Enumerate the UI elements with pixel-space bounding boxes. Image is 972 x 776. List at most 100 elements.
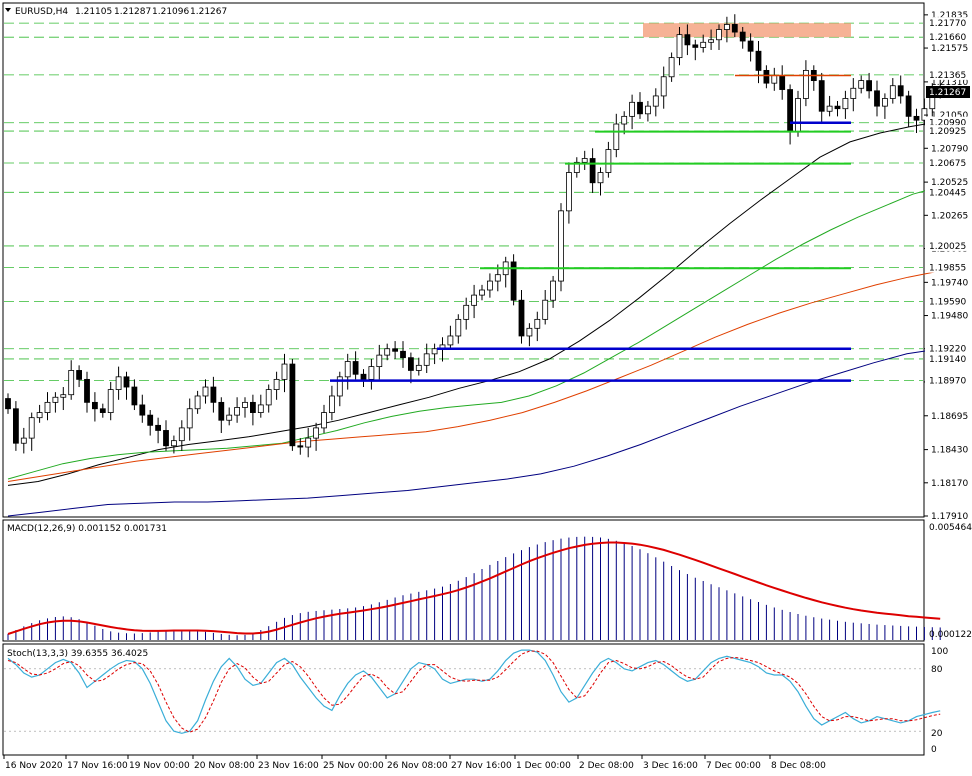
candle: [336, 371, 343, 407]
level-label-bg: [925, 156, 971, 168]
candle: [486, 273, 493, 298]
candle-body-bear: [400, 350, 406, 359]
stoch-plot: [4, 649, 941, 734]
candle: [249, 394, 256, 426]
candle-body-bear: [218, 401, 225, 421]
candle-body-bull: [107, 389, 114, 413]
candle: [676, 26, 683, 66]
stoch-main-line: [7, 649, 941, 734]
candle-body-bull: [605, 149, 612, 173]
candle-body-bull: [660, 76, 667, 97]
candle: [5, 393, 11, 414]
candle: [352, 351, 359, 380]
candle: [170, 435, 177, 454]
candle-body-bull: [36, 412, 43, 419]
candle-body-bear: [739, 31, 746, 42]
candle: [518, 290, 525, 344]
candle-body-bull: [597, 172, 604, 184]
stoch-header: Stoch(13,3,3) 39.6355 36.4025: [7, 649, 148, 659]
candle-body-bear: [139, 404, 146, 416]
level-label-bg: [925, 116, 971, 128]
candle: [115, 366, 122, 400]
stoch-signal-line: [7, 650, 941, 733]
candle: [747, 33, 754, 62]
candle-body-bull: [368, 366, 375, 380]
candle-body-bull: [573, 161, 580, 173]
candle: [882, 93, 888, 119]
candle: [463, 297, 470, 330]
candle-body-bear: [99, 408, 106, 413]
price-tick-label: 1.19480: [931, 312, 968, 322]
candle: [194, 390, 201, 414]
candle-body-bear: [131, 386, 138, 406]
price-tick-label: 1.21310: [931, 78, 968, 88]
candle-body-bull: [534, 318, 541, 329]
candle-body-bear: [747, 40, 754, 52]
candle-body-bull: [700, 41, 707, 48]
candle: [921, 98, 928, 126]
candle: [613, 113, 620, 158]
candle: [850, 78, 857, 112]
candle-body-bull: [336, 376, 343, 397]
candle-body-bull: [226, 414, 233, 421]
price-tick-label: 1.21575: [931, 44, 968, 54]
candle: [147, 410, 154, 436]
candle-body-bear: [249, 401, 256, 413]
candle: [92, 392, 98, 422]
candle: [637, 92, 643, 119]
price-tick-label: 1.20265: [931, 211, 968, 221]
level-label-bg: [925, 295, 971, 307]
candle: [716, 24, 722, 50]
stoch-tick-20: 20: [931, 729, 943, 739]
candle-body-bull: [234, 407, 241, 416]
close-value: 1.21267: [190, 7, 227, 17]
level-price-label: 1.18970: [929, 377, 966, 387]
candle: [257, 394, 264, 418]
candle-body-bear: [92, 401, 98, 410]
time-tick-label: 19 Nov 00:00: [129, 761, 190, 771]
price-panel-frame: [2, 2, 925, 518]
level-price-label: 1.20675: [929, 159, 966, 169]
candle: [186, 398, 193, 441]
candle-body-bear: [84, 378, 90, 403]
candle: [447, 325, 454, 351]
candle-body-bear: [360, 373, 367, 380]
candle-body-bear: [818, 80, 825, 112]
level-price-label: 1.20990: [929, 119, 966, 129]
candle-body-bear: [392, 348, 399, 352]
candle-body-bull: [889, 85, 896, 99]
macd-signal-line: [7, 541, 941, 635]
candle: [273, 371, 280, 400]
time-tick-label: 20 Nov 08:00: [194, 761, 255, 771]
candle-body-bull: [321, 412, 327, 429]
candle: [724, 16, 730, 43]
dropdown-triangle-icon[interactable]: [5, 8, 11, 12]
candle: [423, 343, 430, 373]
candle-body-bull: [479, 289, 485, 296]
open-value: 1.21105: [75, 7, 112, 17]
candle: [668, 52, 675, 82]
candle: [265, 384, 272, 413]
candle-body-bull: [850, 87, 857, 99]
candle: [68, 360, 75, 400]
candle: [566, 162, 572, 224]
candle: [581, 150, 588, 170]
candle: [218, 397, 225, 434]
time-tick-label: 7 Dec 00:00: [706, 761, 761, 771]
candle: [305, 427, 312, 458]
candle: [479, 284, 485, 301]
candle-body-bull: [423, 353, 430, 366]
candle-body-bear: [163, 430, 169, 447]
time-tick-label: 3 Dec 16:00: [643, 761, 698, 771]
candle-body-bull: [344, 361, 351, 378]
candle-body-bull: [178, 427, 185, 442]
candle: [210, 376, 217, 413]
candle: [226, 407, 233, 426]
candle-body-bear: [834, 105, 841, 110]
candle-body-bull: [281, 363, 288, 380]
candle: [629, 94, 635, 130]
candle: [652, 88, 659, 117]
candle: [842, 90, 849, 119]
